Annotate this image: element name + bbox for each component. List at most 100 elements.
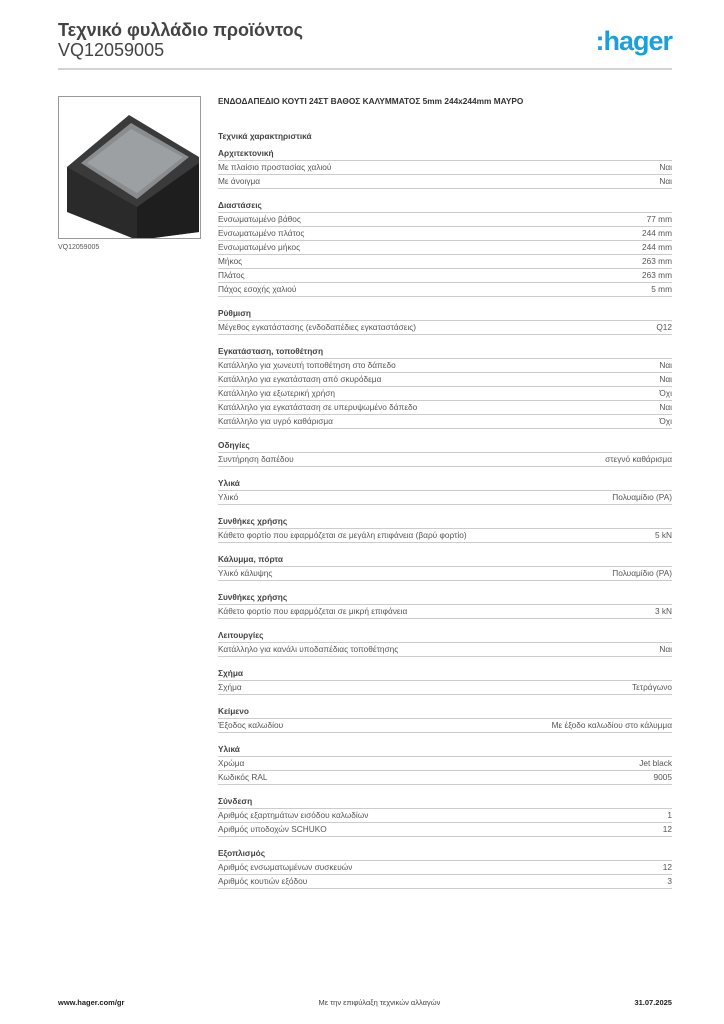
section-title: Υλικά [218,477,672,491]
section-title: Διαστάσεις [218,199,672,213]
spec-row: Αριθμός ενσωματωμένων συσκευών 12 [218,861,672,875]
footer: www.hager.com/gr Με την επιφύλαξη τεχνικ… [58,998,672,1007]
spec-label: Αριθμός εξαρτημάτων εισόδου καλωδίων [218,810,369,820]
spec-label: Κάθετο φορτίο που εφαρμόζεται σε μεγάλη … [218,530,467,540]
spec-row: Πλάτος 263 mm [218,269,672,283]
product-image [58,96,201,239]
spec-value: στεγνό καθάρισμα [605,454,672,464]
spec-value: 5 kN [654,530,672,540]
hager-logo: :hager [595,26,673,56]
spec-value: 5 mm [651,284,672,294]
spec-value: 244 mm [642,228,672,238]
spec-label: Ενσωματωμένο πλάτος [218,228,305,238]
spec-row: Συντήρηση δαπέδου στεγνό καθάρισμα [218,453,672,467]
footer-note: Με την επιφύλαξη τεχνικών αλλαγών [318,998,441,1007]
spec-label: Ενσωματωμένο βάθος [218,214,301,224]
spec-value: Ναι [659,374,672,384]
tech-heading: Τεχνικά χαρακτηριστικά [218,131,312,141]
spec-label: Μέγεθος εγκατάστασης (ενδοδαπέδιες εγκατ… [218,322,417,332]
spec-label: Σχήμα [218,682,242,692]
image-caption: VQ12059005 [58,244,100,251]
spec-value: Πολυαμίδιο (PA) [612,568,672,578]
spec-section: Κάλυμμα, πόρτα Υλικό κάλυψης Πολυαμίδιο (P… [218,553,672,581]
spec-section: Αρχιτεκτονική Με πλαίσιο προστασίας χαλιο… [218,147,672,189]
spec-row: Πάχος εσοχής χαλιού 5 mm [218,283,672,297]
spec-value: 1 [667,810,672,820]
spec-section: Υλικά Υλικό Πολυαμίδιο (PA) [218,477,672,505]
spec-content: ΕΝΔΟΔΑΠΕΔΙΟ ΚΟΥΤΙ 24ΣΤ ΒΑΘΟΣ ΚΑΛΥΜΜΑΤΟΣ … [218,96,672,889]
spec-label: Κωδικός RAL [218,772,268,782]
spec-value: 3 [667,876,672,886]
spec-row: Με πλαίσιο προστασίας χαλιού Ναι [218,161,672,175]
spec-value: Q12 [656,322,672,332]
spec-label: Ενσωματωμένο μήκος [218,242,301,252]
spec-row: Αριθμός εξαρτημάτων εισόδου καλωδίων 1 [218,809,672,823]
spec-row: Με άνοιγμα Ναι [218,175,672,189]
spec-value: 3 kN [654,606,672,616]
spec-label: Αριθμός υποδοχών SCHUKO [218,824,327,834]
spec-section: Διαστάσεις Ενσωματωμένο βάθος 77 mm Ενσωματ… [218,199,672,297]
footer-url[interactable]: www.hager.com/gr [58,998,125,1007]
product-title: ΕΝΔΟΔΑΠΕΔΙΟ ΚΟΥΤΙ 24ΣΤ ΒΑΘΟΣ ΚΑΛΥΜΜΑΤΟΣ … [218,96,524,106]
spec-label: Κατάλληλο για εγκατάσταση σε υπερυψωμένο… [218,402,418,412]
section-title: Οδηγίες [218,439,672,453]
footer-date: 31.07.2025 [634,998,672,1007]
section-title: Εγκατάσταση, τοποθέτηση [218,345,672,359]
spec-row: Ενσωματωμένο μήκος 244 mm [218,241,672,255]
spec-row: Κάθετο φορτίο που εφαρμόζεται σε μεγάλη … [218,529,672,543]
spec-section: Κείμενο Έξοδος καλωδίου Με έξοδο καλωδίου … [218,705,672,733]
section-title: Αρχιτεκτονική [218,147,672,161]
spec-section: Σχήμα Σχήμα Τετράγωνο [218,667,672,695]
spec-row: Μέγεθος εγκατάστασης (ενδοδαπέδιες εγκατ… [218,321,672,335]
spec-section: Συνθήκες χρήσης Κάθετο φορτίο που εφαρμόζ… [218,515,672,543]
spec-label: Πάχος εσοχής χαλιού [218,284,297,294]
spec-value: Ναι [659,360,672,370]
section-title: Κάλυμμα, πόρτα [218,553,672,567]
spec-section: Λειτουργίες Κατάλληλο για κανάλι υποδαπέδ… [218,629,672,657]
spec-value: Jet black [639,758,672,768]
spec-row: Υλικό κάλυψης Πολυαμίδιο (PA) [218,567,672,581]
spec-row: Κωδικός RAL 9005 [218,771,672,785]
spec-row: Κατάλληλο για υγρό καθάρισμα Όχι [218,415,672,429]
spec-label: Κάθετο φορτίο που εφαρμόζεται σε μικρή ε… [218,606,408,616]
spec-row: Κατάλληλο για εγκατάσταση από σκυρόδεμα Ν… [218,373,672,387]
spec-value: 263 mm [642,256,672,266]
spec-value: 12 [662,824,672,834]
spec-label: Κατάλληλο για υγρό καθάρισμα [218,416,333,426]
page-title: Τεχνικό φυλλάδιο προϊόντος [58,20,303,40]
spec-section: Υλικά Χρώμα Jet black Κωδικός RAL 9005 [218,743,672,785]
spec-value: Όχι [659,388,672,398]
spec-label: Μήκος [218,256,243,266]
product-code: VQ12059005 [58,40,165,60]
section-title: Σχήμα [218,667,672,681]
spec-row: Κατάλληλο για εξωτερική χρήση Όχι [218,387,672,401]
section-title: Εξοπλισμός [218,847,672,861]
spec-label: Έξοδος καλωδίου [218,720,284,730]
spec-label: Κατάλληλο για κανάλι υποδαπέδιας τοποθέτ… [218,644,399,654]
spec-section: Εγκατάσταση, τοποθέτηση Κατάλληλο για χων… [218,345,672,429]
spec-label: Κατάλληλο για εγκατάσταση από σκυρόδεμα [218,374,382,384]
spec-value: Ναι [659,162,672,172]
spec-row: Σχήμα Τετράγωνο [218,681,672,695]
spec-label: Κατάλληλο για εξωτερική χρήση [218,388,335,398]
spec-section: Συνθήκες χρήσης Κάθετο φορτίο που εφαρμόζ… [218,591,672,619]
spec-label: Υλικό [218,492,239,502]
spec-section: Οδηγίες Συντήρηση δαπέδου στεγνό καθάρισμα [218,439,672,467]
spec-row: Ενσωματωμένο βάθος 77 mm [218,213,672,227]
section-title: Σύνδεση [218,795,672,809]
spec-value: 12 [662,862,672,872]
spec-row: Έξοδος καλωδίου Με έξοδο καλωδίου στο κάλ… [218,719,672,733]
section-title: Ρύθμιση [218,307,672,321]
spec-label: Αριθμός ενσωματωμένων συσκευών [218,862,353,872]
spec-value: Πολυαμίδιο (PA) [612,492,672,502]
spec-row: Ενσωματωμένο πλάτος 244 mm [218,227,672,241]
spec-row: Αριθμός κουτιών εξόδου 3 [218,875,672,889]
spec-label: Με πλαίσιο προστασίας χαλιού [218,162,332,172]
section-title: Κείμενο [218,705,672,719]
spec-label: Αριθμός κουτιών εξόδου [218,876,308,886]
section-title: Συνθήκες χρήσης [218,591,672,605]
spec-value: 263 mm [642,270,672,280]
spec-label: Κατάλληλο για χωνευτή τοποθέτηση στο δάπ… [218,360,396,370]
spec-section: Εξοπλισμός Αριθμός ενσωματωμένων συσκευών… [218,847,672,889]
